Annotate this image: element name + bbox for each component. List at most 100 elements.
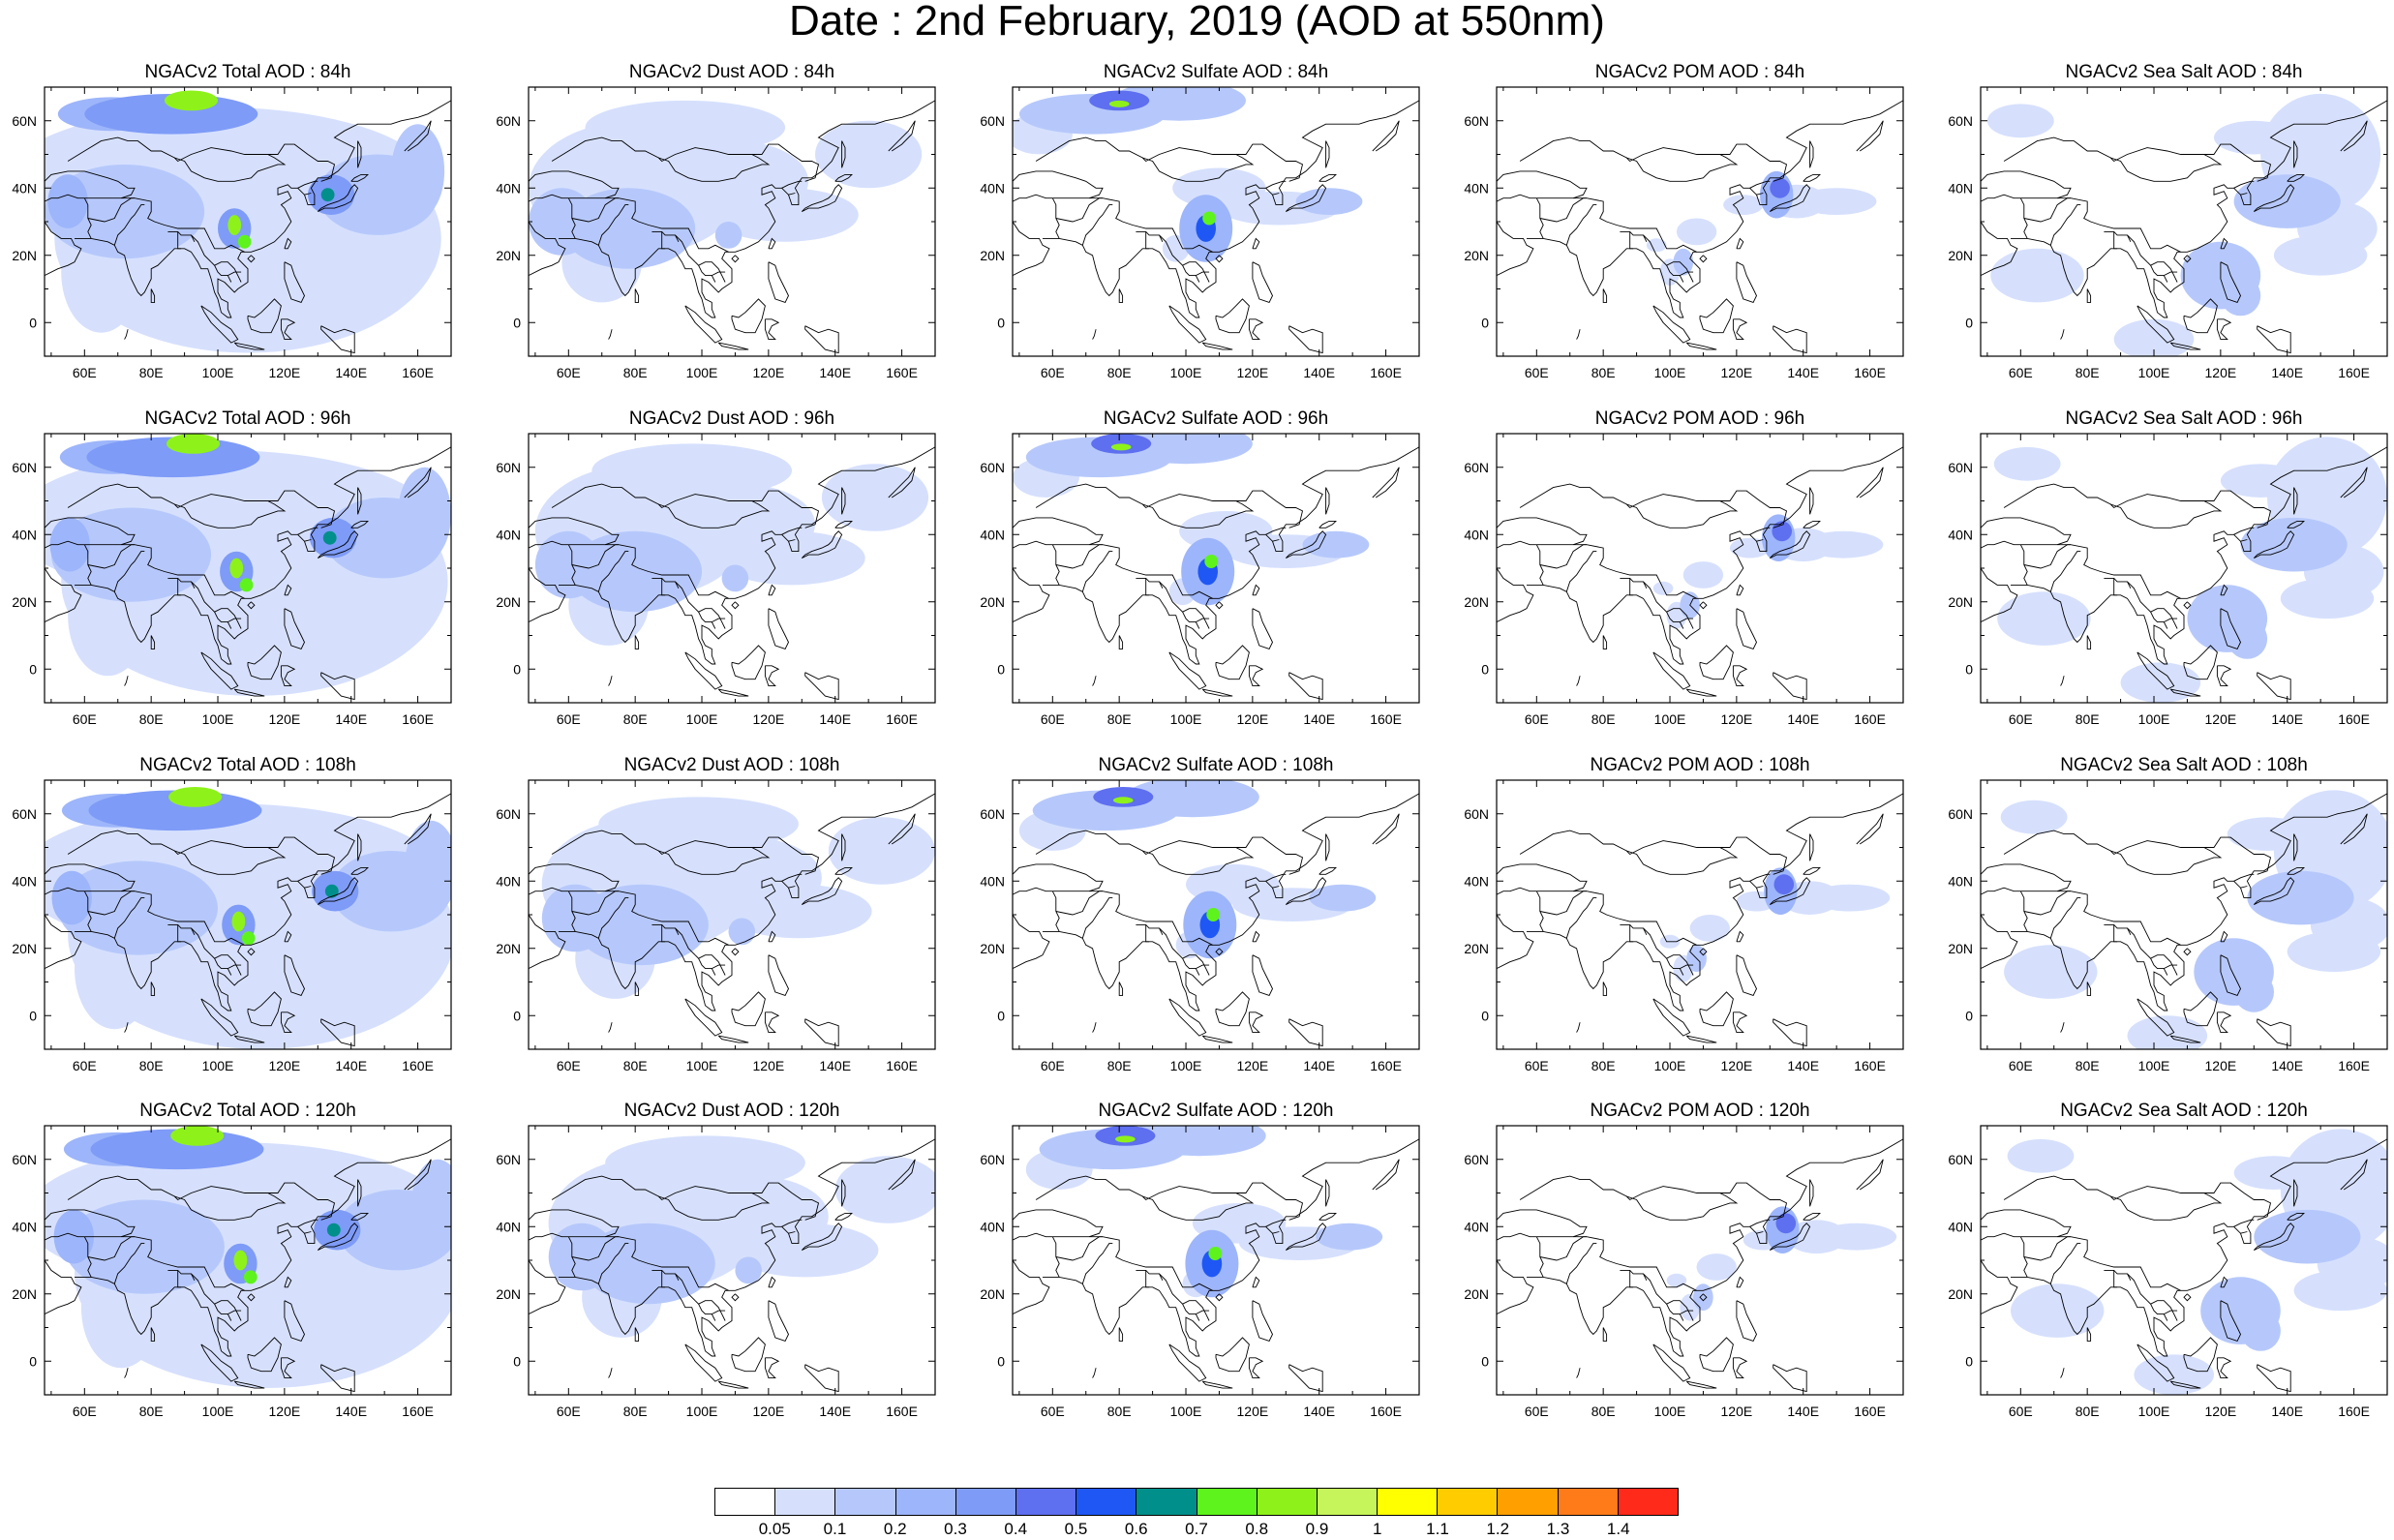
coastline	[1215, 298, 1250, 334]
country-border	[1539, 891, 1587, 916]
aod-contour	[2127, 1015, 2208, 1049]
coastline	[1773, 1018, 1807, 1047]
colorbar-label: 0.2	[883, 1520, 907, 1538]
country-border	[2127, 1273, 2148, 1302]
lon-tick-label: 60E	[73, 711, 97, 727]
coastline	[45, 914, 82, 970]
coastline	[1372, 1159, 1400, 1191]
aod-contour	[534, 530, 602, 599]
coastline	[317, 877, 359, 906]
coastline	[731, 991, 766, 1027]
country-border	[1055, 891, 1103, 916]
lon-tick-label: 120E	[753, 1404, 785, 1419]
coastline	[1652, 305, 1691, 344]
country-border	[1182, 265, 1200, 283]
country-border	[1749, 180, 1771, 189]
coastline	[350, 866, 369, 875]
country-border	[167, 577, 196, 589]
country-border	[1055, 197, 1103, 223]
coastline	[124, 1022, 129, 1033]
coastline	[768, 261, 790, 303]
country-border	[1497, 170, 1588, 199]
aod-contour	[834, 1156, 935, 1223]
country-border	[2127, 234, 2148, 263]
coastline	[200, 998, 239, 1037]
coastline	[284, 237, 292, 250]
country-border	[1565, 551, 1597, 592]
coastline	[1013, 1259, 1050, 1315]
country-border	[1536, 891, 1697, 946]
aod-contour	[2227, 817, 2308, 851]
aod-contour	[2113, 318, 2195, 356]
country-border	[2003, 830, 2272, 875]
country-border	[658, 154, 771, 182]
coastline	[1803, 520, 1821, 528]
lon-tick-label: 80E	[1107, 365, 1132, 380]
country-border	[658, 847, 771, 875]
country-border	[1519, 830, 1788, 875]
country-border	[2233, 527, 2255, 535]
lat-tick-label: 40N	[496, 527, 521, 542]
country-border	[1643, 581, 1664, 610]
colorbar-swatch	[715, 1489, 776, 1515]
colorbar-swatch	[835, 1489, 896, 1515]
lon-tick-label: 160E	[886, 1058, 918, 1073]
lat-tick-label: 40N	[1948, 180, 1973, 196]
country-border	[1620, 230, 1648, 242]
lon-tick-label: 60E	[1525, 1404, 1549, 1419]
aod-contour	[1773, 874, 1795, 895]
country-border	[712, 271, 726, 277]
lon-tick-label: 60E	[1525, 1058, 1549, 1073]
lat-tick-label: 20N	[980, 941, 1005, 956]
country-border	[167, 1269, 196, 1281]
map-panel: NGACv2 POM AOD : 84h 60E 80E 100E 120E 140E 16…	[1454, 62, 1938, 396]
country-border	[1196, 618, 1210, 623]
aod-contour	[410, 1159, 451, 1253]
country-border	[1265, 180, 1287, 189]
country-border	[1142, 847, 1255, 875]
country-border	[2113, 1270, 2118, 1288]
country-border	[1051, 1236, 1060, 1278]
colorbar-label: 0.9	[1305, 1520, 1329, 1538]
aod-contour	[821, 464, 929, 531]
lat-tick-label: 60N	[496, 113, 521, 129]
lat-tick-label: 60N	[1464, 460, 1489, 475]
coastline	[1092, 1022, 1097, 1033]
country-border	[2146, 1300, 2178, 1321]
colorbar-swatch	[1015, 1489, 1077, 1515]
country-border	[529, 540, 569, 549]
coastline	[559, 1138, 935, 1357]
lon-tick-label: 120E	[753, 1058, 785, 1073]
country-border	[1981, 194, 2021, 202]
coastline	[731, 1337, 766, 1373]
colorbar-label: 0.05	[758, 1520, 791, 1538]
coastline	[1118, 288, 1124, 303]
lon-tick-label: 160E	[1370, 1404, 1402, 1419]
country-border	[1620, 577, 1648, 589]
country-border	[167, 230, 196, 242]
country-border	[658, 1193, 771, 1221]
coastline	[2183, 1337, 2218, 1373]
lat-tick-label: 20N	[1948, 594, 1973, 610]
country-border	[698, 612, 716, 629]
coastline	[1576, 676, 1581, 686]
colorbar-label: 0.6	[1124, 1520, 1148, 1538]
country-border	[661, 1270, 666, 1288]
country-border	[1539, 197, 1587, 223]
coastline	[320, 672, 355, 701]
colorbar: 0.05 0.1 0.2 0.3 0.4 0.5 0.6 0.7 0.8 0.9 1 1.1 1.2 1.…	[714, 1488, 1679, 1538]
aod-contour	[1993, 446, 2061, 481]
lon-tick-label: 100E	[2138, 1404, 2170, 1419]
coastline	[1732, 1012, 1748, 1034]
lat-tick-label: 0	[1481, 1353, 1489, 1369]
country-border	[83, 1236, 92, 1278]
aod-contour	[167, 434, 220, 454]
aod-map: 60E 80E 100E 120E 140E 160E 60N 40N 20N 0	[496, 86, 936, 380]
map-panel: NGACv2 POM AOD : 96h 60E 80E 100E 120E 140E 16…	[1454, 408, 1938, 742]
coastline	[357, 1179, 362, 1207]
country-border	[2164, 618, 2178, 623]
lat-tick-label: 20N	[1464, 594, 1489, 610]
coastline	[2183, 298, 2218, 334]
aod-contour	[1206, 908, 1221, 921]
coastline	[764, 665, 780, 687]
